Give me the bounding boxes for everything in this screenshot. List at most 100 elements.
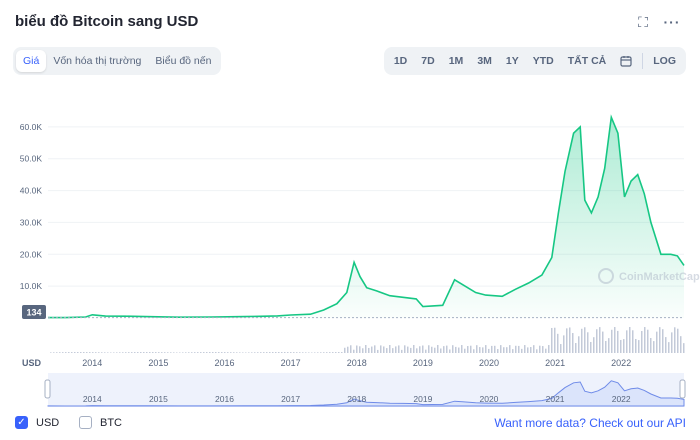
- volume-bar: [641, 330, 643, 353]
- volume-bar: [434, 347, 436, 353]
- range-3m[interactable]: 3M: [477, 55, 492, 67]
- volume-bar: [440, 348, 442, 353]
- tab-price[interactable]: Giá: [16, 50, 47, 72]
- range-1m[interactable]: 1M: [448, 55, 464, 67]
- navigator-handle-left[interactable]: [44, 379, 51, 399]
- volume-bar: [491, 345, 493, 353]
- volume-bar: [227, 352, 229, 353]
- volume-bar: [554, 327, 556, 353]
- range-1y[interactable]: 1Y: [505, 55, 519, 67]
- volume-bar: [356, 345, 358, 353]
- y-tick-label: 50.0K: [20, 154, 43, 164]
- volume-bar: [473, 349, 475, 353]
- volume-bar: [269, 352, 271, 353]
- log-scale-toggle[interactable]: LOG: [653, 55, 676, 67]
- usd-checkbox[interactable]: ✓: [15, 416, 28, 429]
- volume-bar: [164, 352, 166, 353]
- volume-bar: [194, 352, 196, 353]
- range-7d[interactable]: 7D: [421, 55, 435, 67]
- volume-bar: [188, 352, 190, 353]
- range-ytd[interactable]: YTD: [532, 55, 554, 67]
- y-tick-label: 60.0K: [20, 122, 43, 132]
- volume-bar: [668, 342, 670, 353]
- navigator-tick-label: 2015: [149, 394, 168, 404]
- more-options-icon[interactable]: ···: [663, 14, 681, 30]
- navigator-area: [47, 380, 685, 407]
- volume-bar: [275, 352, 277, 353]
- volume-bar: [107, 352, 109, 353]
- chart-title: biểu đồ Bitcoin sang USD: [15, 13, 199, 30]
- volume-bar: [527, 347, 529, 353]
- volume-bar: [77, 352, 79, 353]
- expand-icon[interactable]: ⛶: [638, 13, 648, 30]
- volume-bar: [140, 352, 142, 353]
- volume-bar: [305, 352, 307, 353]
- btc-label: BTC: [100, 416, 122, 429]
- volume-bar: [185, 352, 187, 353]
- volume-bar: [233, 352, 235, 353]
- volume-bar: [323, 352, 325, 353]
- volume-bar: [512, 349, 514, 353]
- volume-bar: [68, 352, 70, 353]
- volume-bar: [176, 352, 178, 353]
- range-navigator[interactable]: 2014 2015 2016 2017 2018 2019 2020 2021 2022: [44, 373, 686, 407]
- volume-bar: [254, 352, 256, 353]
- volume-bar: [155, 352, 157, 353]
- price-chart[interactable]: 10.0K 20.0K 30.0K 40.0K 50.0K 60.0K 134 CoinM…: [0, 80, 700, 420]
- volume-bar: [653, 341, 655, 353]
- volume-bar: [401, 349, 403, 353]
- volume-bar: [263, 352, 265, 353]
- x-tick-label: 2022: [611, 358, 631, 368]
- btc-toggle[interactable]: BTC: [79, 416, 122, 429]
- volume-bar: [650, 338, 652, 353]
- volume-bar: [596, 329, 598, 353]
- volume-bar: [332, 352, 334, 353]
- volume-bar: [326, 352, 328, 353]
- volume-bar: [431, 346, 433, 353]
- volume-bar: [137, 352, 139, 353]
- volume-bar: [377, 349, 379, 353]
- volume-bar: [203, 352, 205, 353]
- volume-bar: [611, 329, 613, 353]
- volume-bar: [182, 352, 184, 353]
- volume-bar: [80, 352, 82, 353]
- volume-bar: [143, 352, 145, 353]
- tab-market-cap[interactable]: Vốn hóa thị trường: [53, 55, 142, 67]
- x-tick-label: 2019: [413, 358, 433, 368]
- volume-bar: [320, 352, 322, 353]
- volume-bar: [131, 352, 133, 353]
- price-line: [48, 114, 685, 319]
- volume-bar: [380, 345, 382, 353]
- volume-bar: [197, 352, 199, 353]
- volume-bar: [647, 329, 649, 353]
- volume-bar: [347, 346, 349, 353]
- api-link[interactable]: Want more data? Check out our API: [494, 416, 686, 430]
- tab-candlestick[interactable]: Biểu đồ nến: [155, 55, 212, 67]
- volume-bar: [587, 332, 589, 353]
- volume-bar: [125, 352, 127, 353]
- volume-bar: [548, 345, 550, 353]
- range-all[interactable]: TẤT CẢ: [567, 55, 607, 67]
- volume-bar: [221, 352, 223, 353]
- range-1d[interactable]: 1D: [393, 55, 408, 67]
- navigator-handle-right[interactable]: [679, 379, 686, 399]
- volume-bar: [212, 352, 214, 353]
- calendar-icon[interactable]: [613, 50, 639, 72]
- volume-bar: [350, 345, 352, 353]
- volume-bar: [398, 345, 400, 353]
- volume-bar: [608, 338, 610, 353]
- y-tick-label: 10.0K: [20, 281, 43, 291]
- volume-bar: [335, 352, 337, 353]
- volume-bar: [560, 344, 562, 353]
- usd-toggle[interactable]: ✓ USD: [15, 416, 59, 429]
- navigator-tick-label: 2020: [480, 394, 499, 404]
- navigator-tick-label: 2016: [215, 394, 234, 404]
- volume-bar: [569, 327, 571, 353]
- volume-bar: [458, 347, 460, 353]
- volume-bar: [158, 352, 160, 353]
- volume-bar: [503, 347, 505, 353]
- volume-bar: [497, 349, 499, 353]
- volume-bar: [584, 327, 586, 353]
- btc-checkbox[interactable]: [79, 416, 92, 429]
- volume-bar: [617, 330, 619, 353]
